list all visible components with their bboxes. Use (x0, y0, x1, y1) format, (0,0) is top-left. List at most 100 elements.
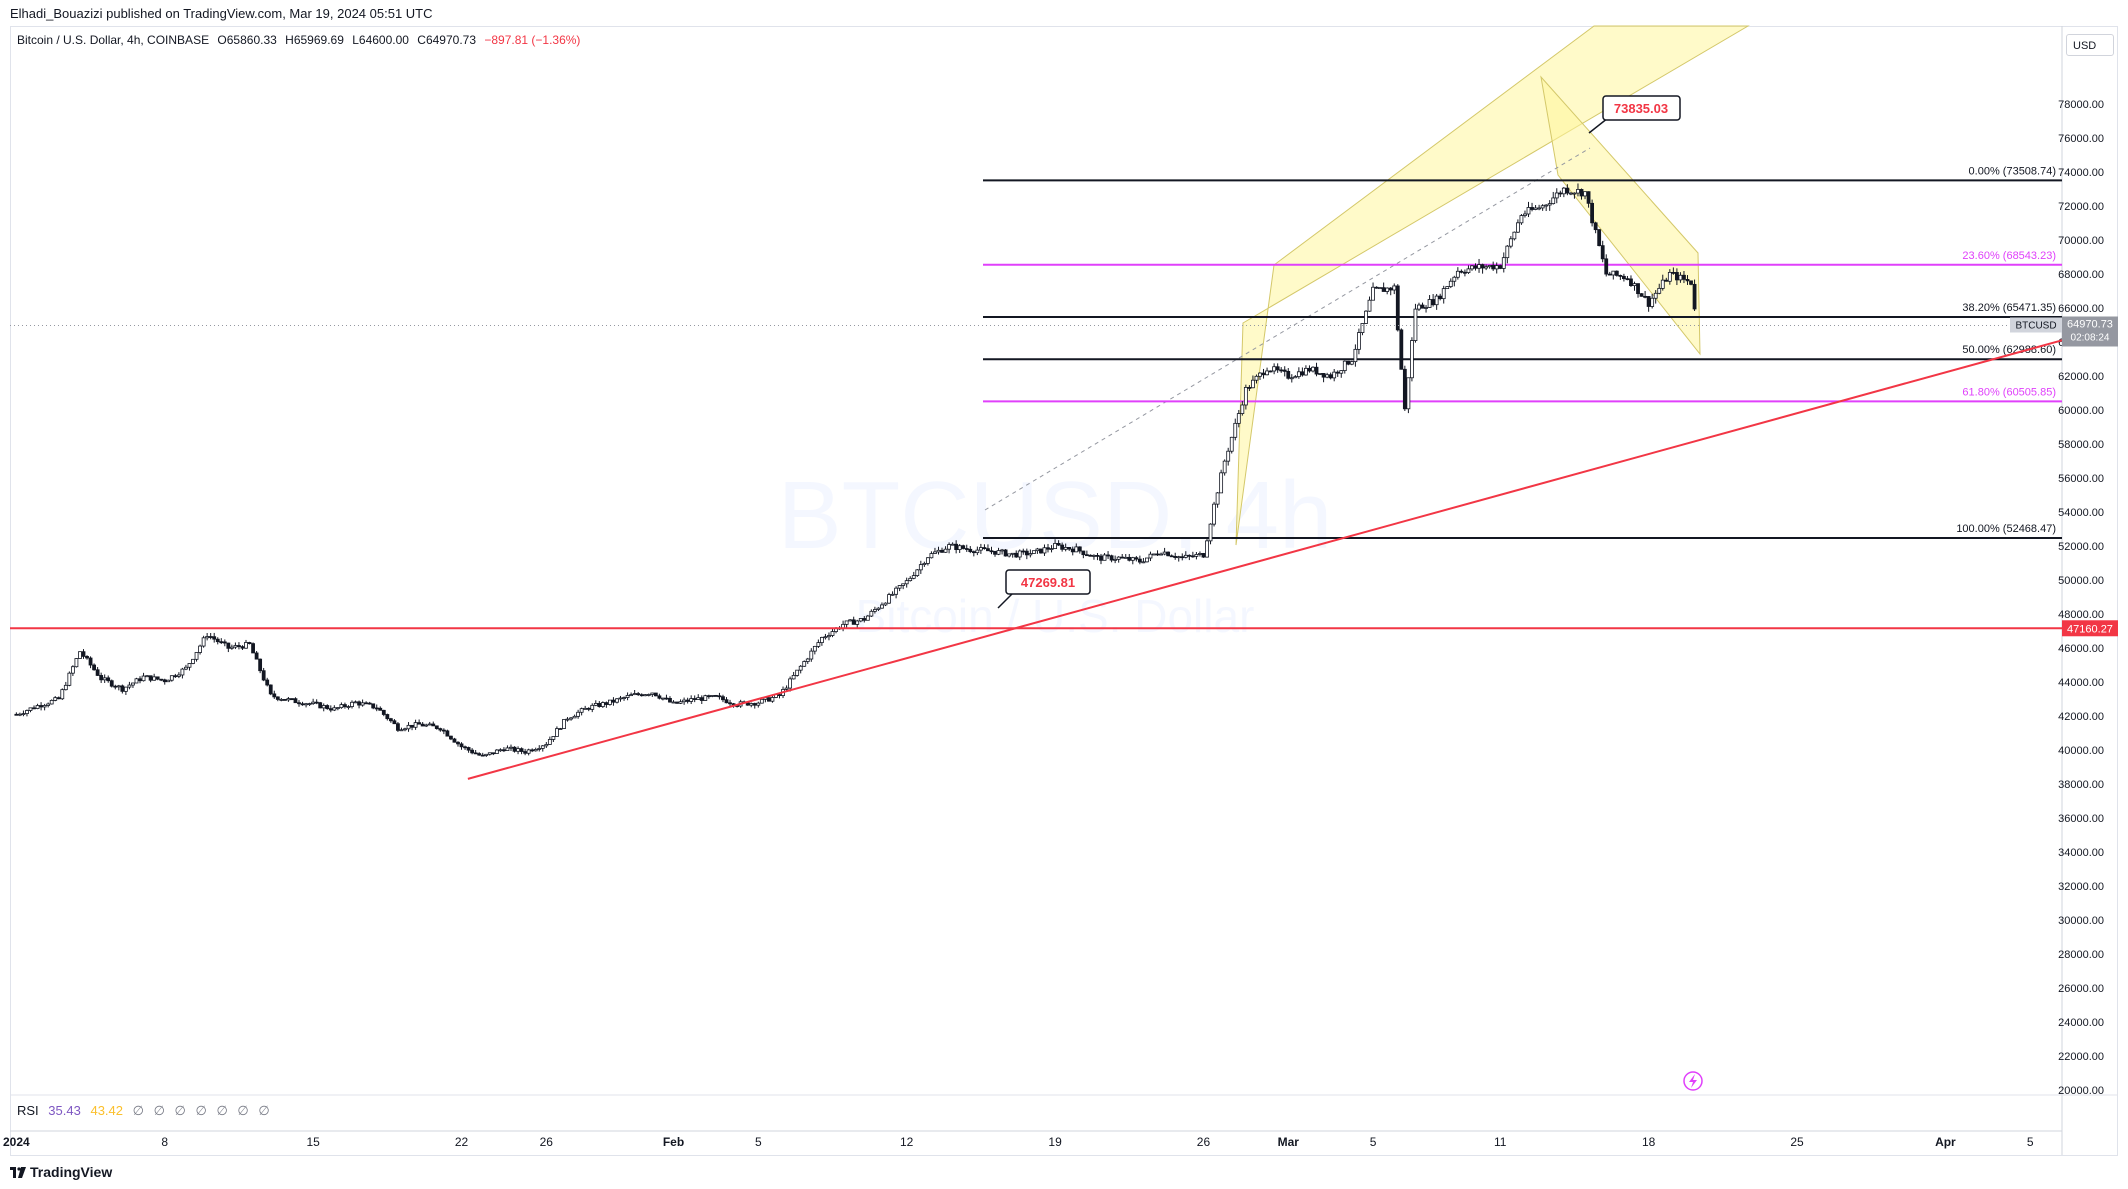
candle-body (1558, 192, 1563, 195)
candle-body (887, 594, 891, 604)
support-price-tag-label: 47160.27 (2067, 623, 2113, 635)
candle-body (1102, 554, 1107, 561)
candle-body (685, 699, 690, 702)
tradingview-logo[interactable]: TradingView (10, 1164, 112, 1180)
high-callout[interactable]: 73835.03 (1588, 95, 1681, 134)
time-tick-label: 18 (1642, 1135, 1656, 1149)
candle-body (1448, 280, 1453, 287)
candle-body (1081, 550, 1086, 556)
candle-body (1364, 310, 1368, 324)
price-tick-label: 60000.00 (2058, 405, 2104, 417)
candle-body (957, 545, 962, 550)
candle-body (1145, 557, 1149, 563)
rsi-empty-3: ∅ (174, 1103, 186, 1118)
candle-body (512, 746, 517, 752)
candle-body (1692, 283, 1697, 310)
candle-body (579, 708, 584, 713)
price-tick-label: 54000.00 (2058, 507, 2104, 519)
candle-body (311, 701, 316, 704)
candle-body (95, 669, 100, 676)
candle-body (1134, 557, 1139, 560)
candle-body (78, 651, 82, 659)
candle-body (491, 752, 496, 755)
candle-body (1505, 245, 1510, 259)
candle-body (279, 699, 284, 701)
tradingview-wordmark: TradingView (30, 1164, 113, 1180)
candle-body (1304, 367, 1308, 376)
candle-body (1431, 299, 1436, 306)
candle-body (1374, 286, 1379, 289)
candle-body (162, 679, 167, 683)
rising-channel[interactable] (1235, 25, 1750, 546)
candle-body (855, 620, 860, 625)
candle-body (1212, 503, 1216, 525)
price-tick-label: 78000.00 (2058, 99, 2104, 111)
low-callout[interactable]: 47269.81 (997, 569, 1091, 609)
time-tick-label: 25 (1790, 1135, 1804, 1149)
high-callout-label: 73835.03 (1614, 101, 1668, 116)
candle-body (364, 702, 369, 705)
candle-body (1226, 450, 1231, 462)
trend-line[interactable] (467, 339, 2063, 780)
candle-body (1321, 373, 1326, 378)
candle-body (441, 729, 446, 732)
symbol-name[interactable]: Bitcoin / U.S. Dollar, 4h, COINBASE (17, 33, 210, 47)
time-axis[interactable]: 2024 8 15 22 26 Feb 5 12 19 26 Mar 5 11 18 25 Apr 5 (3, 1135, 2034, 1149)
candle-body (470, 749, 475, 754)
price-tick-label: 28000.00 (2058, 949, 2104, 961)
candle-body (452, 738, 457, 743)
candle-body (675, 701, 679, 704)
candle-body (1544, 204, 1549, 207)
low-value: L64600.00 (352, 33, 409, 47)
rsi-label[interactable]: RSI (17, 1103, 39, 1118)
candle-body (1127, 556, 1132, 561)
candle-body (314, 701, 319, 704)
time-tick-label: 22 (455, 1135, 469, 1149)
candle-body (883, 602, 888, 606)
candle-body (92, 664, 96, 671)
candle-body (1332, 371, 1337, 379)
candle-body (1077, 546, 1082, 552)
candle-body (304, 703, 308, 706)
candle-body (1307, 367, 1312, 372)
falling-channel[interactable] (1540, 75, 1701, 356)
candle-body (929, 553, 934, 559)
support-price-tag: 47160.27 (2062, 620, 2118, 637)
candle-body (1024, 550, 1029, 556)
candle-body (1106, 554, 1110, 557)
candle-body (1622, 275, 1626, 280)
candle-body (1671, 271, 1676, 274)
candle-body (788, 678, 792, 689)
candle-body (145, 675, 149, 678)
price-axis[interactable]: 20000.00 22000.00 24000.00 26000.00 28000.00… (2058, 99, 2104, 1097)
candle-body (1240, 404, 1245, 414)
chart-frame[interactable] (10, 26, 2118, 1156)
time-tick-label: 11 (1494, 1135, 1507, 1149)
candle-body (1342, 360, 1347, 371)
candle-body (159, 678, 164, 681)
price-tick-label: 30000.00 (2058, 915, 2104, 927)
candle-body (1028, 553, 1033, 556)
candle-body (1689, 280, 1693, 285)
candle-body (212, 636, 217, 640)
currency-button[interactable]: USD (2066, 34, 2114, 56)
candle-body (148, 675, 153, 681)
candle-body (282, 699, 287, 701)
candle-body (1229, 436, 1234, 452)
candle-body (1600, 245, 1605, 260)
candle-body (1572, 192, 1577, 195)
candle-body (986, 548, 990, 552)
candle-body (381, 709, 386, 715)
candle-body (1402, 368, 1407, 410)
candle-body (1547, 203, 1552, 206)
fib-levels[interactable]: 0.00% (73508.74) 23.60% (68543.23) 38.20% … (983, 165, 2062, 540)
candle-body (1508, 238, 1513, 247)
candle-body (752, 703, 757, 706)
candle-body (798, 665, 803, 671)
candle-body (286, 698, 291, 701)
lightning-icon[interactable] (1683, 1071, 1703, 1091)
candle-body (1155, 553, 1160, 556)
price-tick-label: 66000.00 (2058, 303, 2104, 315)
price-tick-label: 52000.00 (2058, 541, 2104, 553)
